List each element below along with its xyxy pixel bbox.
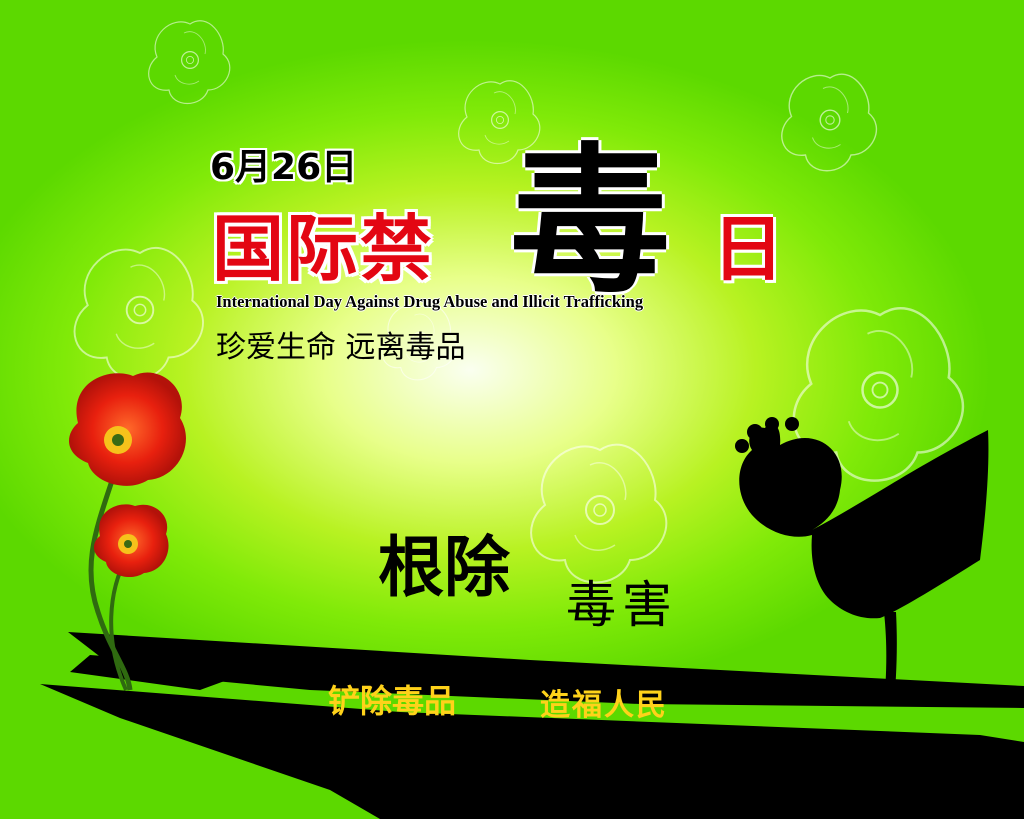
ground-silhouette bbox=[40, 632, 1024, 819]
title-main: 国际禁 bbox=[212, 207, 435, 291]
slogan-eradicate: 根除 bbox=[378, 529, 510, 606]
poppy-seed-pod-silhouette-icon bbox=[735, 417, 989, 705]
slogan-bottom-right: 造福人民 bbox=[540, 688, 668, 723]
slogan-harm: 毒害 bbox=[566, 576, 678, 634]
slogan-cherish-life: 珍爱生命 远离毒品 bbox=[216, 330, 466, 365]
title-big-char: 毒 bbox=[510, 127, 671, 315]
english-subtitle: International Day Against Drug Abuse and… bbox=[216, 292, 644, 311]
slogan-bottom-left: 铲除毒品 bbox=[328, 682, 457, 720]
red-poppy-flower-icon bbox=[68, 372, 186, 691]
title-day: 日 bbox=[712, 207, 785, 291]
event-date: 6月26日 bbox=[210, 147, 358, 188]
